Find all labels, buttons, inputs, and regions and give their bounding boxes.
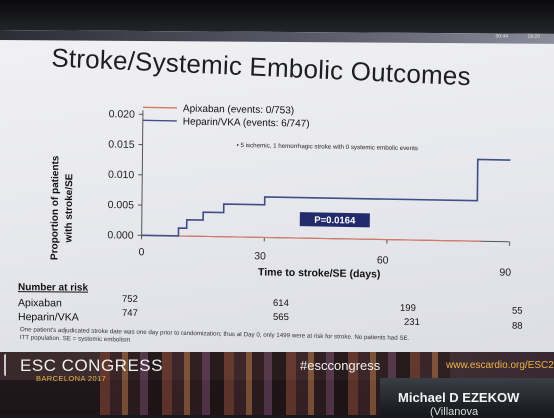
series-line-apixaban (142, 235, 481, 241)
y-tick-label: 0.000 (107, 229, 134, 241)
congress-name: ESC CONGRESS (20, 356, 163, 376)
x-tick-label: 0 (138, 246, 144, 258)
legend-entry-1: Heparin/VKA (events: 6/747) (183, 117, 310, 130)
y-tick-label: 0.015 (108, 138, 135, 150)
risk-heparin-day30: 565 (273, 312, 289, 323)
risk-row-apixaban-label: Apixaban (18, 297, 62, 309)
risk-apixaban-day60: 199 (400, 303, 416, 314)
risk-apixaban-day90: 55 (512, 306, 523, 317)
legend-swatch-0 (143, 107, 177, 108)
congress-city: BARCELONA 2017 (36, 374, 106, 383)
speaker-name: Michael D EZEKOW (398, 390, 519, 405)
y-tick-label: 0.020 (109, 108, 136, 120)
presentation-slide: 00:44 18:20 Stroke/Systemic Embolic Outc… (0, 30, 554, 364)
risk-table-title: Number at risk (18, 282, 88, 293)
legend-swatch-1 (143, 120, 177, 121)
x-tick-label: 30 (254, 250, 266, 262)
legend-note: • 5 ischemic, 1 hemorrhagic stroke with … (237, 142, 418, 152)
y-tick-label: 0.010 (108, 169, 135, 181)
y-axis-line (142, 110, 143, 235)
p-value-label: P=0.0164 (314, 215, 356, 227)
risk-heparin-day60: 231 (404, 317, 420, 328)
esc-logo-icon (4, 354, 18, 376)
speaker-affiliation: (Villanova (430, 406, 478, 418)
y-axis-label: Proportion of patients (49, 155, 61, 260)
risk-heparin-day90: 88 (512, 321, 523, 332)
x-axis-label: Time to stroke/SE (days) (258, 266, 380, 280)
risk-heparin-day0: 747 (122, 308, 138, 319)
congress-website: www.escardio.org/ESC20 (446, 360, 554, 371)
risk-apixaban-day0: 752 (122, 294, 138, 305)
risk-apixaban-day30: 614 (273, 298, 289, 309)
legend-entry-0: Apixaban (events: 0/753) (183, 104, 294, 117)
congress-hashtag: #esccongress (300, 358, 380, 373)
x-tick-label: 90 (499, 267, 511, 279)
series-line-heparin-vka (142, 154, 511, 242)
y-axis-label-line-2: with stroke/SE (64, 173, 76, 243)
risk-row-heparin-label: Heparin/VKA (18, 311, 79, 323)
x-tick-label: 60 (377, 254, 389, 266)
y-tick-label: 0.005 (108, 199, 135, 211)
